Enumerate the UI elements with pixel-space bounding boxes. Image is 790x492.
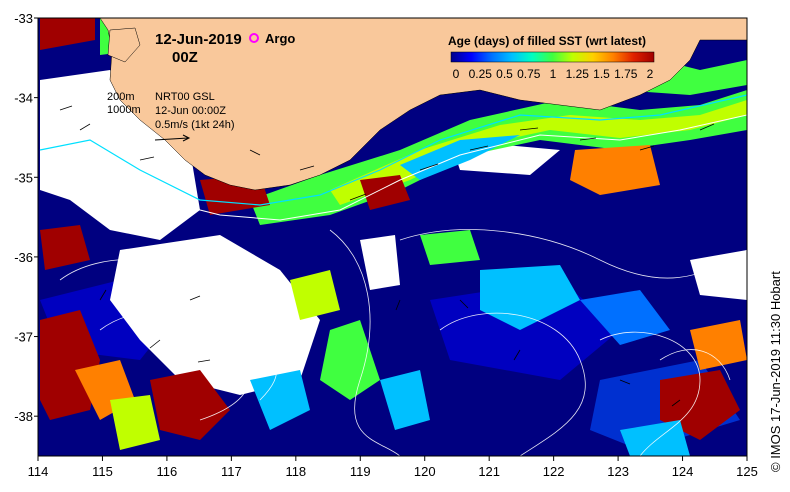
x-tick-label: 114 [28,464,49,479]
cloud-area [40,70,200,240]
contour-200m [39,94,747,206]
argo-label: Argo [265,31,295,46]
colorbar-title: Age (days) of filled SST (wrt latest) [448,34,646,48]
x-tick-label: 124 [672,464,694,479]
colorbar-tick-label: 1.25 [566,67,590,81]
product-label: NRT00 GSL [155,91,215,103]
x-tick-label: 117 [221,464,242,479]
scale-label: 0.5m/s (1kt 24h) [155,119,234,131]
colorbar-tick-label: 0.75 [517,67,541,81]
colorbar-tick-label: 0.25 [469,67,493,81]
x-tick-label: 125 [736,464,758,479]
credit-label: © IMOS 17-Jun-2019 11:30 Hobart [768,271,783,472]
colorbar-tick-label: 0.5 [496,67,513,81]
y-tick-label: -33 [14,11,33,26]
datetime-label: 12-Jun 00:00Z [155,105,226,117]
x-tick-label: 115 [92,464,113,479]
y-tick-label: -37 [14,330,33,345]
y-tick-label: -34 [14,91,33,106]
y-tick-label: -38 [14,409,33,424]
current-vectors [59,105,715,407]
argo-marker-icon [249,33,259,43]
x-tick-label: 123 [607,464,629,479]
contour-200-label: 200m [107,91,135,103]
x-tick-label: 122 [543,464,565,479]
colorbar-tick-label: 1 [550,67,557,81]
time-label: 00Z [172,49,198,66]
y-tick-label: -35 [14,170,33,185]
x-axis: 114 115 116 117 118 119 120 121 122 123 124 125 [28,456,758,479]
colorbar-tick-label: 0 [453,67,460,81]
y-tick-label: -36 [14,250,33,265]
x-tick-label: 121 [478,464,500,479]
colorbar-tick-label: 1.75 [614,67,638,81]
colorbar-gradient [450,51,655,63]
sea-level-contours [59,229,747,456]
contour-1000m [39,114,747,221]
x-tick-label: 120 [414,464,436,479]
contour-1000-label: 1000m [107,104,141,116]
x-tick-label: 118 [285,464,306,479]
colorbar-tick-label: 2 [647,67,654,81]
map-body [38,18,747,456]
plot-frame [37,17,748,457]
scale-arrow-icon [154,137,189,141]
colorbar-tick-label: 1.5 [593,67,610,81]
x-tick-label: 116 [157,464,178,479]
x-tick-label: 119 [350,464,371,479]
date-label: 12-Jun-2019 [155,31,242,48]
y-axis: -33 -34 -35 -36 -37 -38 [14,11,38,424]
